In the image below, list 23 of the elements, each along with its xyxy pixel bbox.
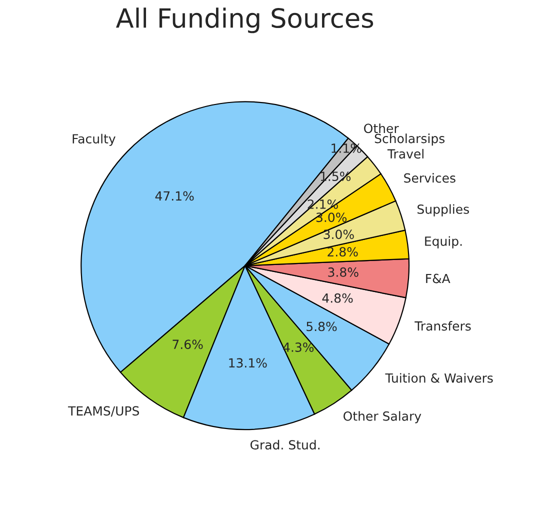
data-label: 5.8% [306, 322, 337, 332]
slice-label: Transfers [414, 321, 471, 331]
data-label: 2.8% [328, 247, 358, 257]
data-label: 3.0% [316, 212, 347, 222]
slice-label: Other [364, 123, 399, 134]
slice-label: TEAMS/UPS [68, 406, 139, 417]
slice-label: Supplies [418, 204, 469, 216]
data-label: 3.8% [328, 267, 358, 277]
slice-label: F&A [426, 274, 450, 284]
data-label: 3.0% [324, 230, 354, 240]
slice-label: Faculty [72, 134, 116, 146]
data-label: 7.6% [172, 340, 203, 350]
chart-title: All Funding Sources [116, 8, 374, 34]
slice-label: Equip. [425, 236, 462, 248]
slice-label: Other Salary [344, 411, 422, 424]
slice-label: Tuition & Waivers [385, 373, 493, 383]
data-label: 13.1% [229, 358, 267, 368]
slice-label: Scholarsips [374, 134, 445, 146]
slice-label: Grad. Stud. [250, 440, 320, 450]
data-label: 47.1% [155, 191, 194, 201]
data-label: 4.8% [322, 293, 353, 303]
slice-label: Travel [387, 148, 424, 159]
slice-label: Services [404, 173, 456, 183]
